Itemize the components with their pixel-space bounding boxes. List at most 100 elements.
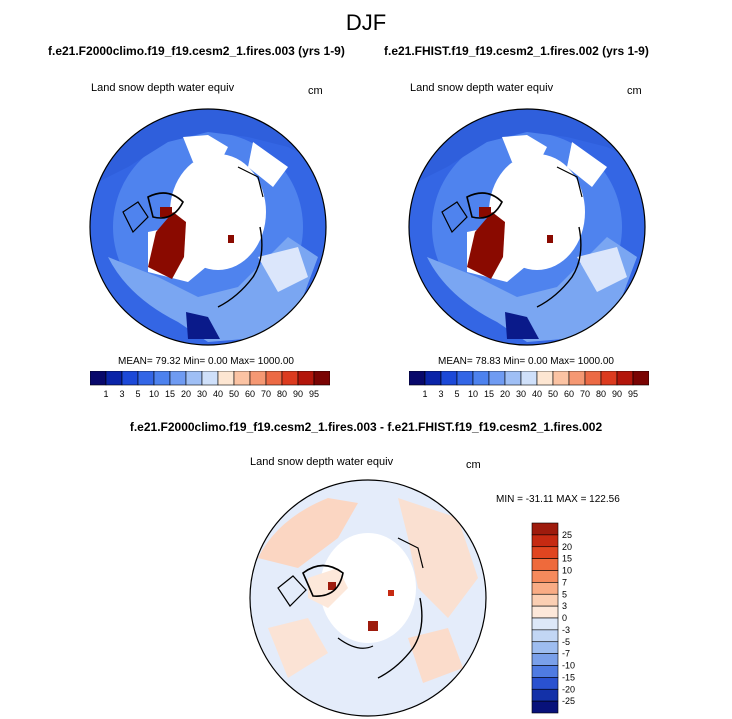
colorbar-swatch — [600, 371, 618, 386]
colorbar-swatch — [616, 371, 634, 386]
colorbar-tick-label: 60 — [564, 389, 574, 399]
colorbar-swatch — [531, 534, 559, 548]
panel-1-title: f.e21.F2000climo.f19_f19.cesm2_1.fires.0… — [48, 44, 345, 58]
colorbar-swatch — [424, 371, 442, 386]
colorbar-swatch — [531, 641, 559, 654]
colorbar-swatch — [281, 371, 299, 386]
colorbar-tick-label: 80 — [596, 389, 606, 399]
colorbar-swatch — [90, 371, 107, 386]
diff-title: f.e21.F2000climo.f19_f19.cesm2_1.fires.0… — [129, 420, 603, 434]
colorbar-swatch — [504, 371, 522, 386]
colorbar-tick-label: 15 — [165, 389, 175, 399]
colorbar-swatch — [531, 605, 559, 619]
colorbar-swatch — [520, 371, 538, 386]
colorbar-tick-label: 30 — [197, 389, 207, 399]
colorbar-tick-label: 3 — [119, 389, 124, 399]
colorbar-tick-label: 30 — [516, 389, 526, 399]
colorbar-tick-label: 60 — [245, 389, 255, 399]
colorbar-tick-label: -25 — [562, 696, 575, 706]
colorbar-tick-label: 7 — [562, 577, 567, 587]
colorbar-tick-label: 5 — [135, 389, 140, 399]
colorbar-swatch — [297, 371, 315, 386]
colorbar-tick-label: 15 — [484, 389, 494, 399]
panel-1-variable-label: Land snow depth water equiv — [91, 82, 235, 94]
colorbar-tick-label: 70 — [261, 389, 271, 399]
colorbar-swatch — [169, 371, 187, 386]
colorbar-tick-label: -3 — [562, 625, 570, 635]
colorbar-tick-label: -5 — [562, 637, 570, 647]
colorbar-swatch — [536, 371, 554, 386]
panel-2-colorbar: 1 3 5 10 15 20 30 40 50 60 70 80 90 95 — [409, 371, 649, 399]
colorbar-swatch — [531, 582, 559, 595]
colorbar-swatch — [568, 371, 586, 386]
colorbar-tick-label: 15 — [562, 554, 572, 564]
diff-polar-map — [249, 479, 487, 717]
colorbar-swatch — [531, 677, 559, 690]
colorbar-tick-label: -10 — [562, 661, 575, 671]
colorbar-tick-label: -7 — [562, 649, 570, 659]
colorbar-swatch — [472, 371, 490, 386]
panel-1-units-label: cm — [308, 85, 323, 97]
colorbar-swatch — [531, 546, 559, 559]
colorbar-tick-label: 1 — [422, 389, 427, 399]
colorbar-swatch — [217, 371, 235, 386]
colorbar-swatch — [409, 371, 426, 386]
colorbar-tick-label: 90 — [293, 389, 303, 399]
colorbar-swatch — [456, 371, 474, 386]
panel-2-polar-map — [408, 108, 646, 346]
colorbar-tick-label: 10 — [468, 389, 478, 399]
colorbar-tick-label: 90 — [612, 389, 622, 399]
colorbar-tick-label: 70 — [580, 389, 590, 399]
diff-minmax: MIN = -31.11 MAX = 122.56 — [496, 494, 620, 505]
diff-colorbar: 25 20 15 107 5 3 0 -3 -5 -7 -10-15 -20 -25 — [531, 522, 575, 714]
colorbar-swatch — [121, 371, 139, 386]
colorbar-tick-label: 20 — [562, 542, 572, 552]
colorbar-tick-label: 25 — [562, 530, 572, 540]
colorbar-swatch — [531, 665, 559, 678]
colorbar-tick-label: 40 — [532, 389, 542, 399]
colorbar-tick-label: 20 — [500, 389, 510, 399]
panel-2-stats: MEAN= 78.83 Min= 0.00 Max= 1000.00 — [438, 356, 614, 367]
panel-2-units-label: cm — [627, 85, 642, 97]
panel-2-variable-label: Land snow depth water equiv — [410, 82, 554, 94]
colorbar-swatch — [185, 371, 203, 386]
colorbar-swatch — [233, 371, 251, 386]
colorbar-swatch — [105, 371, 123, 386]
colorbar-swatch — [531, 653, 559, 666]
panel-1-polar-map — [89, 108, 327, 346]
colorbar-swatch — [201, 371, 219, 386]
colorbar-swatch — [313, 371, 330, 386]
colorbar-swatch — [531, 617, 559, 631]
colorbar-tick-label: 80 — [277, 389, 287, 399]
colorbar-tick-label: -20 — [562, 684, 575, 694]
colorbar-swatch — [265, 371, 283, 386]
colorbar-swatch — [632, 371, 649, 386]
colorbar-tick-label: 5 — [454, 389, 459, 399]
colorbar-swatch — [531, 593, 559, 607]
colorbar-swatch — [531, 688, 559, 702]
diff-units-label: cm — [466, 459, 481, 471]
colorbar-tick-label: 95 — [628, 389, 638, 399]
colorbar-tick-label: 50 — [229, 389, 239, 399]
colorbar-tick-label: 3 — [438, 389, 443, 399]
colorbar-swatch — [584, 371, 602, 386]
colorbar-swatch — [488, 371, 506, 386]
season-title: DJF — [345, 10, 387, 35]
colorbar-swatch — [531, 570, 559, 583]
colorbar-swatch — [531, 558, 559, 571]
colorbar-tick-label: 20 — [181, 389, 191, 399]
colorbar-tick-label: -15 — [562, 672, 575, 682]
colorbar-tick-label: 40 — [213, 389, 223, 399]
colorbar-tick-label: 10 — [149, 389, 159, 399]
diff-variable-label: Land snow depth water equiv — [250, 456, 394, 468]
colorbar-swatch — [552, 371, 570, 386]
colorbar-tick-label: 10 — [562, 566, 572, 576]
colorbar-tick-label: 3 — [562, 601, 567, 611]
colorbar-tick-label: 95 — [309, 389, 319, 399]
colorbar-swatch — [153, 371, 171, 386]
colorbar-swatch — [531, 629, 559, 643]
colorbar-swatch — [531, 522, 559, 536]
colorbar-swatch — [137, 371, 155, 386]
colorbar-tick-label: 50 — [548, 389, 558, 399]
colorbar-tick-label: 5 — [562, 589, 567, 599]
